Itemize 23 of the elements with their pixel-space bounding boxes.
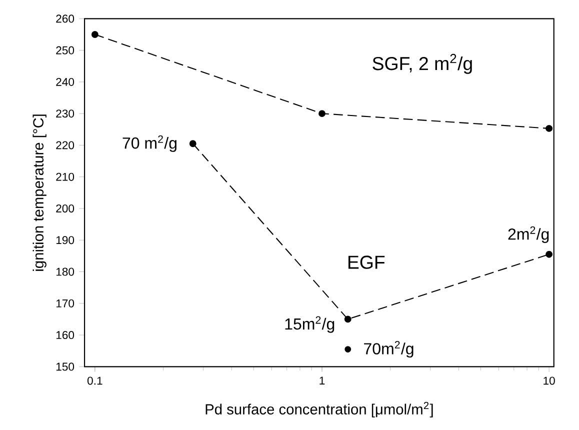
y-tick-label: 230 xyxy=(56,110,74,118)
x-tick-label: 0.1 xyxy=(87,376,102,385)
y-tick-label: 150 xyxy=(56,362,74,371)
y-axis-title: ignition temperature [°C] xyxy=(32,114,46,271)
text: SGF, 2 m$^{2}$/g xyxy=(372,54,472,74)
annotation: 2m$^{2}$/g xyxy=(508,226,549,243)
x-axis-title: Pd surface concentration [μmol/m$^{2}$] xyxy=(206,402,433,418)
y-tick-label: 250 xyxy=(56,46,74,54)
y-tick-label: 160 xyxy=(56,331,74,340)
x-tick-label: 1 xyxy=(320,376,325,385)
y-tick-label: 210 xyxy=(56,172,74,181)
annotation: 70m$^{2}$/g xyxy=(364,340,414,358)
x-tick-label: 10 xyxy=(544,376,555,385)
series-label: EGF xyxy=(348,256,385,269)
y-tick-label: 170 xyxy=(56,299,74,308)
annotation: 70 m$^{2}$/g xyxy=(122,135,176,152)
y-tick-label: 260 xyxy=(56,14,74,23)
y-tick-label: 200 xyxy=(56,204,74,212)
annotation: 15m$^{2}$/g xyxy=(285,316,334,333)
y-tick-label: 180 xyxy=(56,268,74,276)
y-tick-label: 190 xyxy=(56,236,74,244)
y-tick-label: 220 xyxy=(56,141,74,150)
y-tick-label: 240 xyxy=(56,78,74,86)
